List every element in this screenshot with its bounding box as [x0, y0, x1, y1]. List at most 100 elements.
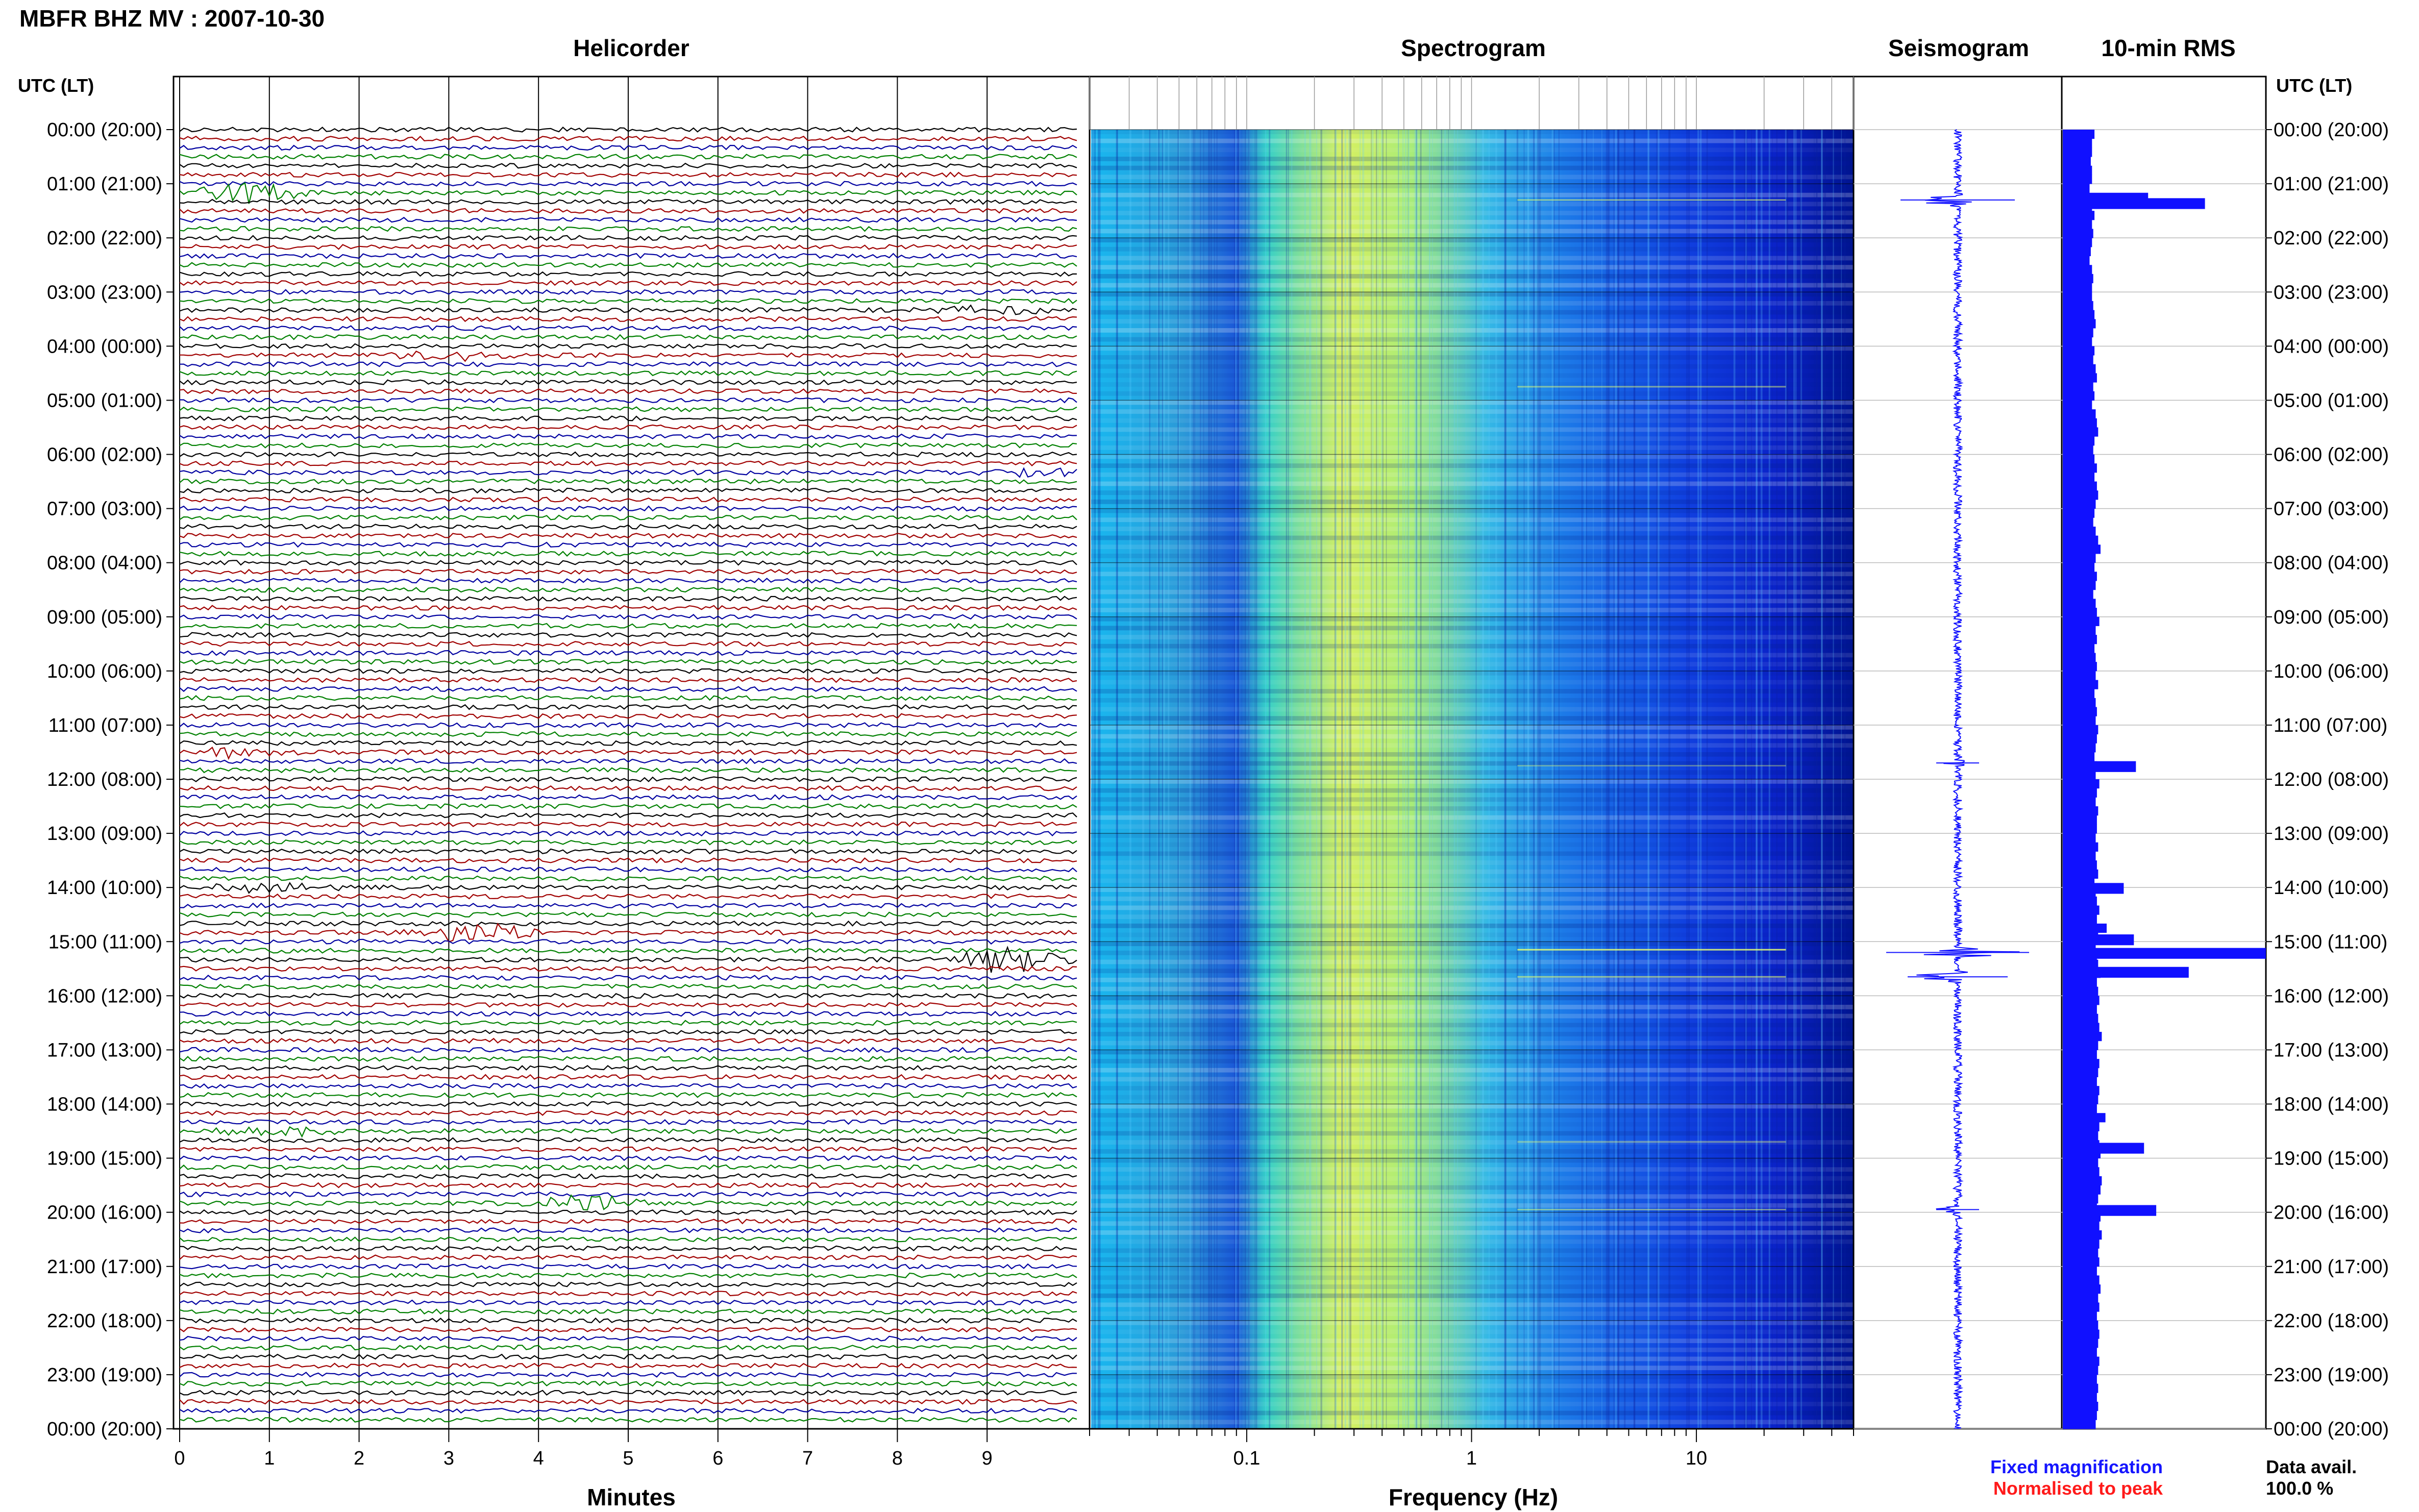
helicorder-trace-row	[179, 334, 1077, 340]
rms-peak-bar	[2063, 883, 2124, 894]
rms-peak-bar	[2063, 934, 2134, 946]
helicorder-trace-row	[179, 541, 1077, 548]
rms-peak-bar	[2063, 966, 2189, 978]
helicorder-trace-row	[179, 208, 1077, 214]
spectrogram-band	[1091, 1212, 1854, 1217]
rms-bar	[2063, 743, 2096, 753]
rms-bar	[2063, 905, 2100, 915]
helicorder-trace-row	[179, 920, 1077, 927]
rms-bar	[2063, 517, 2093, 527]
spectrogram-band	[1091, 517, 1854, 523]
spectrogram-band	[1091, 824, 1854, 829]
helicorder-trace-row	[179, 1056, 1077, 1062]
rms-bar	[2063, 1167, 2100, 1177]
rms-bar	[2063, 977, 2097, 987]
rms-bar	[2063, 589, 2093, 599]
helicorder-trace-row	[179, 551, 1077, 557]
helicorder-trace-row	[179, 135, 1077, 142]
helicorder-trace-row	[179, 623, 1077, 629]
helicorder-trace-row	[179, 253, 1077, 259]
rms-bar	[2063, 599, 2096, 608]
spectrogram-band	[1091, 581, 1854, 585]
rms-bar	[2063, 1104, 2097, 1113]
helicorder-trace-row	[179, 641, 1077, 647]
rms-bar	[2063, 283, 2092, 292]
spectrogram-band	[1091, 1248, 1854, 1253]
helicorder-trace-row	[179, 1002, 1077, 1008]
spectrogram-band	[1091, 734, 1854, 739]
spectrogram-band	[1091, 725, 1854, 730]
helicorder-trace-row	[179, 1417, 1077, 1423]
rms-bar	[2063, 553, 2096, 563]
rms-bar	[2063, 147, 2092, 157]
spectrogram-band	[1091, 400, 1854, 405]
helicorder-trace-row	[179, 677, 1077, 683]
spectrogram-x-tick-label: 1	[1466, 1448, 1477, 1469]
helicorder-trace-row	[179, 821, 1077, 828]
spectrogram-band	[1091, 923, 1854, 928]
right-time-label: 09:00 (05:00)	[2274, 607, 2389, 628]
spectrogram-band	[1091, 788, 1854, 793]
right-time-label: 20:00 (16:00)	[2274, 1202, 2389, 1224]
helicorder-x-tick-label: 7	[802, 1448, 813, 1469]
helicorder-trace-row	[179, 946, 1077, 973]
spectrogram-band	[1091, 635, 1854, 639]
spectrogram-band	[1091, 1339, 1854, 1344]
rms-bar	[2063, 1194, 2099, 1204]
helicorder-trace-row	[179, 514, 1077, 521]
rms-bar	[2063, 1401, 2099, 1411]
helicorder-trace-row	[179, 1299, 1077, 1306]
helicorder-trace-row	[179, 902, 1077, 909]
rms-bar	[2063, 1013, 2099, 1023]
spectrogram-band	[1091, 662, 1854, 666]
right-time-label: 08:00 (04:00)	[2274, 553, 2389, 574]
spectrogram-band	[1091, 851, 1854, 856]
spectrogram-band	[1091, 653, 1854, 658]
spectrogram-band	[1091, 165, 1854, 170]
helicorder-trace-row	[179, 747, 1077, 760]
rms-bar	[2063, 499, 2096, 509]
helicorder-trace-row	[180, 397, 1077, 404]
rms-bar	[2063, 914, 2097, 924]
left-time-label: 12:00 (08:00)	[47, 769, 162, 790]
helicorder-trace-row	[179, 911, 1077, 918]
rms-peak-bar	[2063, 948, 2266, 959]
helicorder-trace-row	[179, 505, 1077, 512]
helicorder-x-tick-label: 5	[623, 1448, 633, 1469]
helicorder-trace-row	[179, 1326, 1077, 1333]
rms-bar	[2063, 1185, 2101, 1195]
helicorder-trace-row	[179, 478, 1077, 485]
helicorder-trace-row	[179, 1353, 1077, 1360]
helicorder-trace-row	[179, 442, 1077, 449]
helicorder-trace-row	[179, 1182, 1077, 1188]
helicorder-trace-row	[179, 533, 1077, 539]
rms-bar	[2063, 1221, 2100, 1231]
rms-bar	[2063, 734, 2097, 743]
spectrogram-band	[1091, 526, 1854, 531]
helicorder-trace-row	[179, 1064, 1077, 1071]
spectrogram-band	[1091, 535, 1854, 540]
spectrogram-band	[1091, 472, 1854, 477]
helicorder-trace-row	[179, 379, 1077, 386]
rms-bar	[2063, 770, 2096, 780]
helicorder-trace-row	[179, 794, 1077, 801]
spectrogram-band	[1091, 238, 1854, 243]
spectrogram-band	[1091, 1023, 1854, 1028]
helicorder-frame	[172, 76, 1091, 1430]
right-time-label: 21:00 (17:00)	[2274, 1256, 2389, 1278]
spectrogram-xlabel: Frequency (Hz)	[1389, 1484, 1558, 1510]
rms-bar	[2063, 797, 2096, 807]
spectrogram-band	[1091, 842, 1854, 847]
spectrogram-band	[1091, 986, 1854, 992]
spectrogram-band	[1091, 1113, 1854, 1118]
rms-bar	[2063, 436, 2095, 446]
spectrogram-band	[1091, 1032, 1854, 1036]
rms-bar	[2063, 1257, 2100, 1267]
spectrogram-band	[1091, 689, 1854, 694]
rms-bar	[2063, 238, 2092, 247]
left-time-label: 16:00 (12:00)	[47, 985, 162, 1007]
right-time-label: 10:00 (06:00)	[2274, 661, 2389, 682]
right-time-label: 02:00 (22:00)	[2274, 228, 2389, 249]
rms-bar	[2063, 860, 2097, 870]
